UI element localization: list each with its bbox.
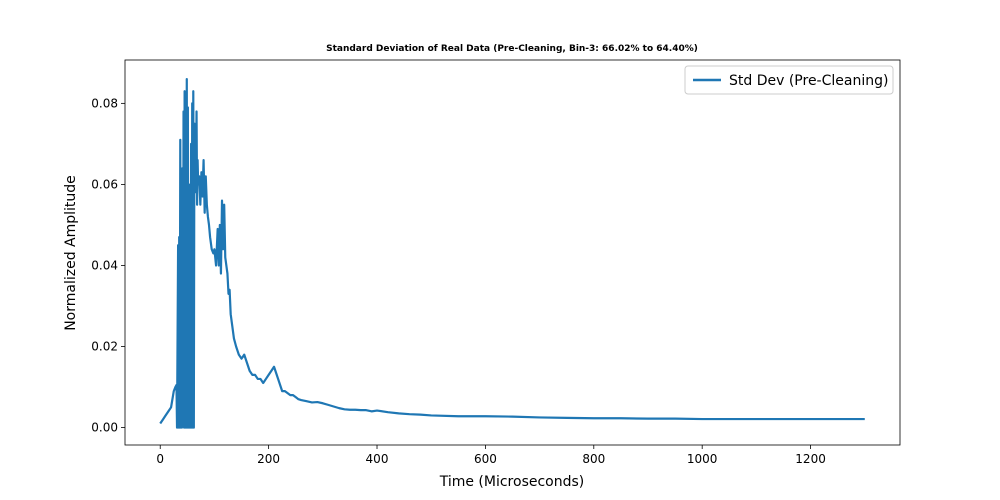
x-tick-label: 600 [474, 452, 497, 466]
y-axis-label: Normalized Amplitude [63, 175, 79, 331]
legend-label: Std Dev (Pre-Cleaning) [729, 73, 888, 89]
legend: Std Dev (Pre-Cleaning) [684, 65, 894, 95]
y-axis-ticks: 0.00 0.02 0.04 0.06 0.08 [91, 96, 125, 435]
series-layer [159, 77, 865, 429]
y-tick-label: 0.04 [91, 258, 118, 272]
x-tick-label: 1200 [795, 452, 826, 466]
x-tick-label: 200 [257, 452, 280, 466]
legend-box [684, 65, 894, 95]
x-axis-label: Time (Microseconds) [439, 474, 585, 490]
x-tick-label: 400 [366, 452, 389, 466]
y-tick-label: 0.08 [91, 96, 118, 110]
series-line-0 [159, 77, 865, 429]
axes-frame [124, 59, 901, 446]
x-tick-label: 800 [582, 452, 605, 466]
x-tick-label: 0 [156, 452, 164, 466]
y-tick-label: 0.06 [91, 177, 118, 191]
y-tick-label: 0.02 [91, 340, 118, 354]
y-tick-label: 0.00 [91, 421, 118, 435]
x-axis-ticks: 0 200 400 600 800 1000 1200 [156, 445, 826, 466]
plot-area [125, 60, 900, 445]
x-tick-label: 1000 [687, 452, 718, 466]
chart-title: Standard Deviation of Real Data (Pre-Cle… [326, 44, 698, 54]
